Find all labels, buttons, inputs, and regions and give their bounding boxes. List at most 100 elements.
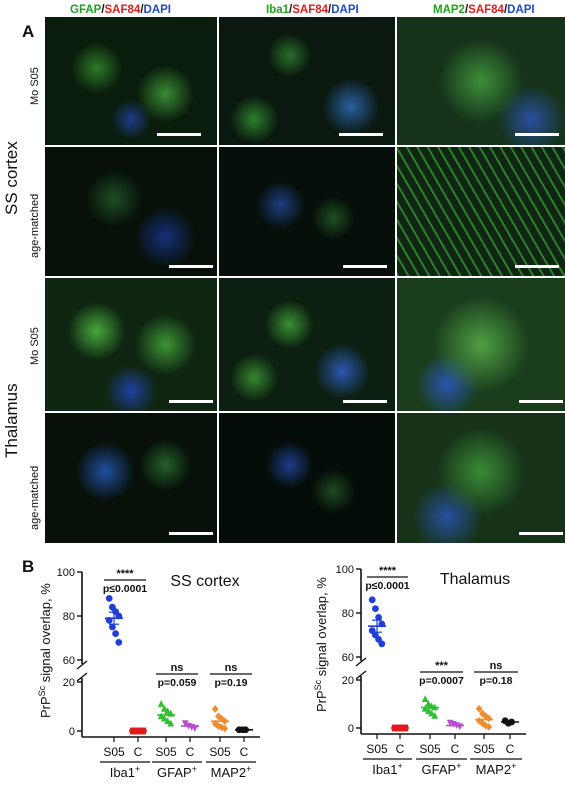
th-data-point xyxy=(401,724,409,732)
ss-data-point xyxy=(157,712,165,720)
th-data-point xyxy=(428,709,435,717)
th-data-point xyxy=(450,721,457,728)
ss-significance-stars: ns xyxy=(171,662,184,674)
th-x-tick-label: C xyxy=(451,742,460,756)
ss-y-tick-label: 20 xyxy=(63,677,75,689)
th-data-point xyxy=(479,709,486,718)
ss-data-point xyxy=(115,612,123,620)
th-y-tick-label: 20 xyxy=(342,675,354,687)
th-data-point xyxy=(446,719,454,727)
ss-data-point xyxy=(129,727,137,735)
ss-data-point xyxy=(105,617,113,624)
ss-data-point xyxy=(136,727,143,735)
th-data-point xyxy=(431,712,439,719)
ss-data-point xyxy=(218,714,225,723)
column-header-map2: MAP2/SAF84/DAPI xyxy=(433,4,535,16)
th-significance-stars: *** xyxy=(435,660,449,672)
ss-axis-break-bottom xyxy=(76,672,88,682)
ss-data-point xyxy=(112,608,119,615)
th-data-point xyxy=(501,717,509,725)
th-p-value: p≤0.0001 xyxy=(365,580,409,592)
th-data-point xyxy=(378,640,386,648)
ss-data-point xyxy=(242,726,250,734)
ss-chart-title: SS cortex xyxy=(170,573,239,590)
ss-group-label: GFAP+ xyxy=(157,764,197,780)
ss-data-point xyxy=(161,714,168,722)
th-data-point xyxy=(508,718,515,726)
ss-data-point xyxy=(161,704,168,712)
micrograph-iba1-th-mo-s05 xyxy=(219,278,395,411)
ss-data-point xyxy=(181,720,189,728)
ss-p-value: p=0.059 xyxy=(158,677,197,689)
ss-axis-break-top xyxy=(76,660,88,670)
th-data-point xyxy=(368,596,376,604)
th-data-point xyxy=(479,719,486,727)
ss-group-label: MAP2+ xyxy=(211,764,252,780)
th-data-point xyxy=(421,704,429,712)
ss-y-tick-label: 60 xyxy=(63,655,75,667)
ss-data-point xyxy=(115,639,123,646)
th-chart-title: Thalamus xyxy=(440,571,510,588)
th-x-tick-label: S05 xyxy=(419,742,441,756)
th-data-point xyxy=(375,614,382,621)
ss-data-point xyxy=(221,717,229,725)
th-data-point xyxy=(428,702,435,710)
th-data-point xyxy=(482,721,489,730)
ss-data-point xyxy=(215,712,222,721)
ss-data-point xyxy=(211,719,219,728)
th-data-point xyxy=(375,636,382,643)
ss-data-point xyxy=(109,603,116,611)
micrograph-gfap-ss-mo-s05 xyxy=(45,17,217,145)
ss-data-point xyxy=(133,727,140,735)
ss-x-tick-label: C xyxy=(134,745,143,759)
ss-y-tick-label: 80 xyxy=(63,611,75,623)
micrograph-map2-th-age-matched xyxy=(397,413,565,543)
th-y-tick-label: 100 xyxy=(336,564,354,576)
th-data-point xyxy=(378,620,386,628)
th-data-point xyxy=(485,714,493,723)
ss-data-point xyxy=(185,722,192,730)
th-x-tick-label: C xyxy=(506,742,515,756)
th-axis-break-top xyxy=(355,657,367,667)
th-y-tick-label: 0 xyxy=(348,723,354,735)
micrograph-iba1-ss-mo-s05 xyxy=(219,17,395,145)
micrograph-map2-ss-age-matched xyxy=(397,147,565,276)
ss-data-point xyxy=(215,722,222,730)
th-significance-stars: **** xyxy=(379,565,397,577)
ss-significance-stars: ns xyxy=(225,662,238,674)
ss-p-value: p≤0.0001 xyxy=(103,583,147,595)
th-x-tick-label: S05 xyxy=(366,742,388,756)
column-header-gfap: GFAP/SAF84/DAPI xyxy=(70,4,171,16)
ss-data-point xyxy=(191,725,199,732)
micrograph-map2-th-mo-s05 xyxy=(397,278,565,411)
ss-data-point xyxy=(211,705,219,713)
micrograph-iba1-th-age-matched xyxy=(219,413,395,543)
ss-x-tick-label: S05 xyxy=(103,745,125,759)
th-x-tick-label: C xyxy=(396,742,405,756)
th-data-point xyxy=(456,723,464,731)
th-axis-break-bottom xyxy=(355,670,367,680)
micrograph-gfap-th-age-matched xyxy=(45,413,217,543)
ss-data-point xyxy=(112,630,119,637)
th-data-point xyxy=(372,605,379,612)
ss-data-point xyxy=(221,724,229,733)
th-y-axis-label: PrPSc signal overlap, % xyxy=(313,577,329,712)
ss-data-point xyxy=(239,726,246,734)
row-label-ss-mo-s05: Mo S05 xyxy=(29,67,41,105)
ss-data-point xyxy=(164,717,171,724)
row-label-th-age-matched: age-matched xyxy=(29,465,41,530)
ss-data-point xyxy=(109,623,116,631)
region-label-thalamus: Thalamus xyxy=(2,383,21,458)
ss-data-point xyxy=(235,726,243,734)
th-group-label: GFAP+ xyxy=(422,761,462,777)
ss-data-point xyxy=(139,727,147,735)
panel-b-letter: B xyxy=(22,557,35,576)
ss-x-tick-label: S05 xyxy=(155,745,177,759)
micrograph-gfap-ss-age-matched xyxy=(45,147,217,276)
th-data-point xyxy=(431,703,439,711)
th-y-tick-label: 80 xyxy=(342,608,354,620)
th-data-point xyxy=(425,707,432,714)
row-label-ss-age-matched: age-matched xyxy=(29,193,41,258)
ss-y-tick-label: 0 xyxy=(69,726,75,738)
micrograph-iba1-ss-age-matched xyxy=(219,147,395,276)
